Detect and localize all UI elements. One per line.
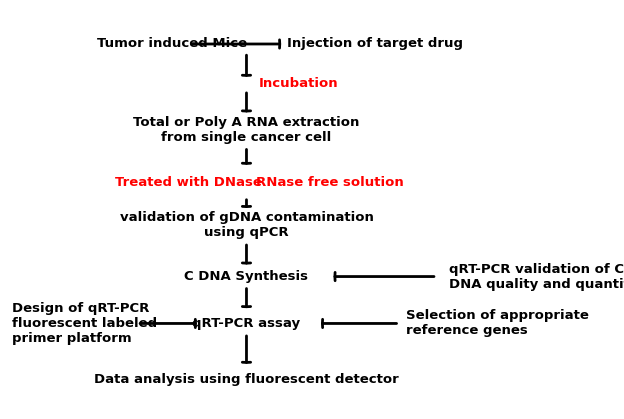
Text: RNase free solution: RNase free solution — [256, 176, 404, 189]
Text: Selection of appropriate
reference genes: Selection of appropriate reference genes — [406, 310, 588, 337]
Text: qRT-PCR assay: qRT-PCR assay — [192, 317, 301, 330]
Text: Treated with DNase: Treated with DNase — [115, 176, 262, 189]
Text: validation of gDNA contamination
using qPCR: validation of gDNA contamination using q… — [120, 212, 373, 239]
Text: qRT-PCR validation of C
DNA quality and quantity: qRT-PCR validation of C DNA quality and … — [449, 263, 624, 290]
Text: Tumor induced Mice: Tumor induced Mice — [97, 37, 247, 51]
Text: C DNA Synthesis: C DNA Synthesis — [185, 270, 308, 283]
Text: Total or Poly A RNA extraction
from single cancer cell: Total or Poly A RNA extraction from sing… — [134, 116, 359, 144]
Text: Design of qRT-PCR
fluorescent labeled
primer platform: Design of qRT-PCR fluorescent labeled pr… — [12, 302, 158, 345]
Text: Data analysis using fluorescent detector: Data analysis using fluorescent detector — [94, 372, 399, 386]
Text: Incubation: Incubation — [259, 77, 339, 91]
Text: Injection of target drug: Injection of target drug — [287, 37, 463, 51]
